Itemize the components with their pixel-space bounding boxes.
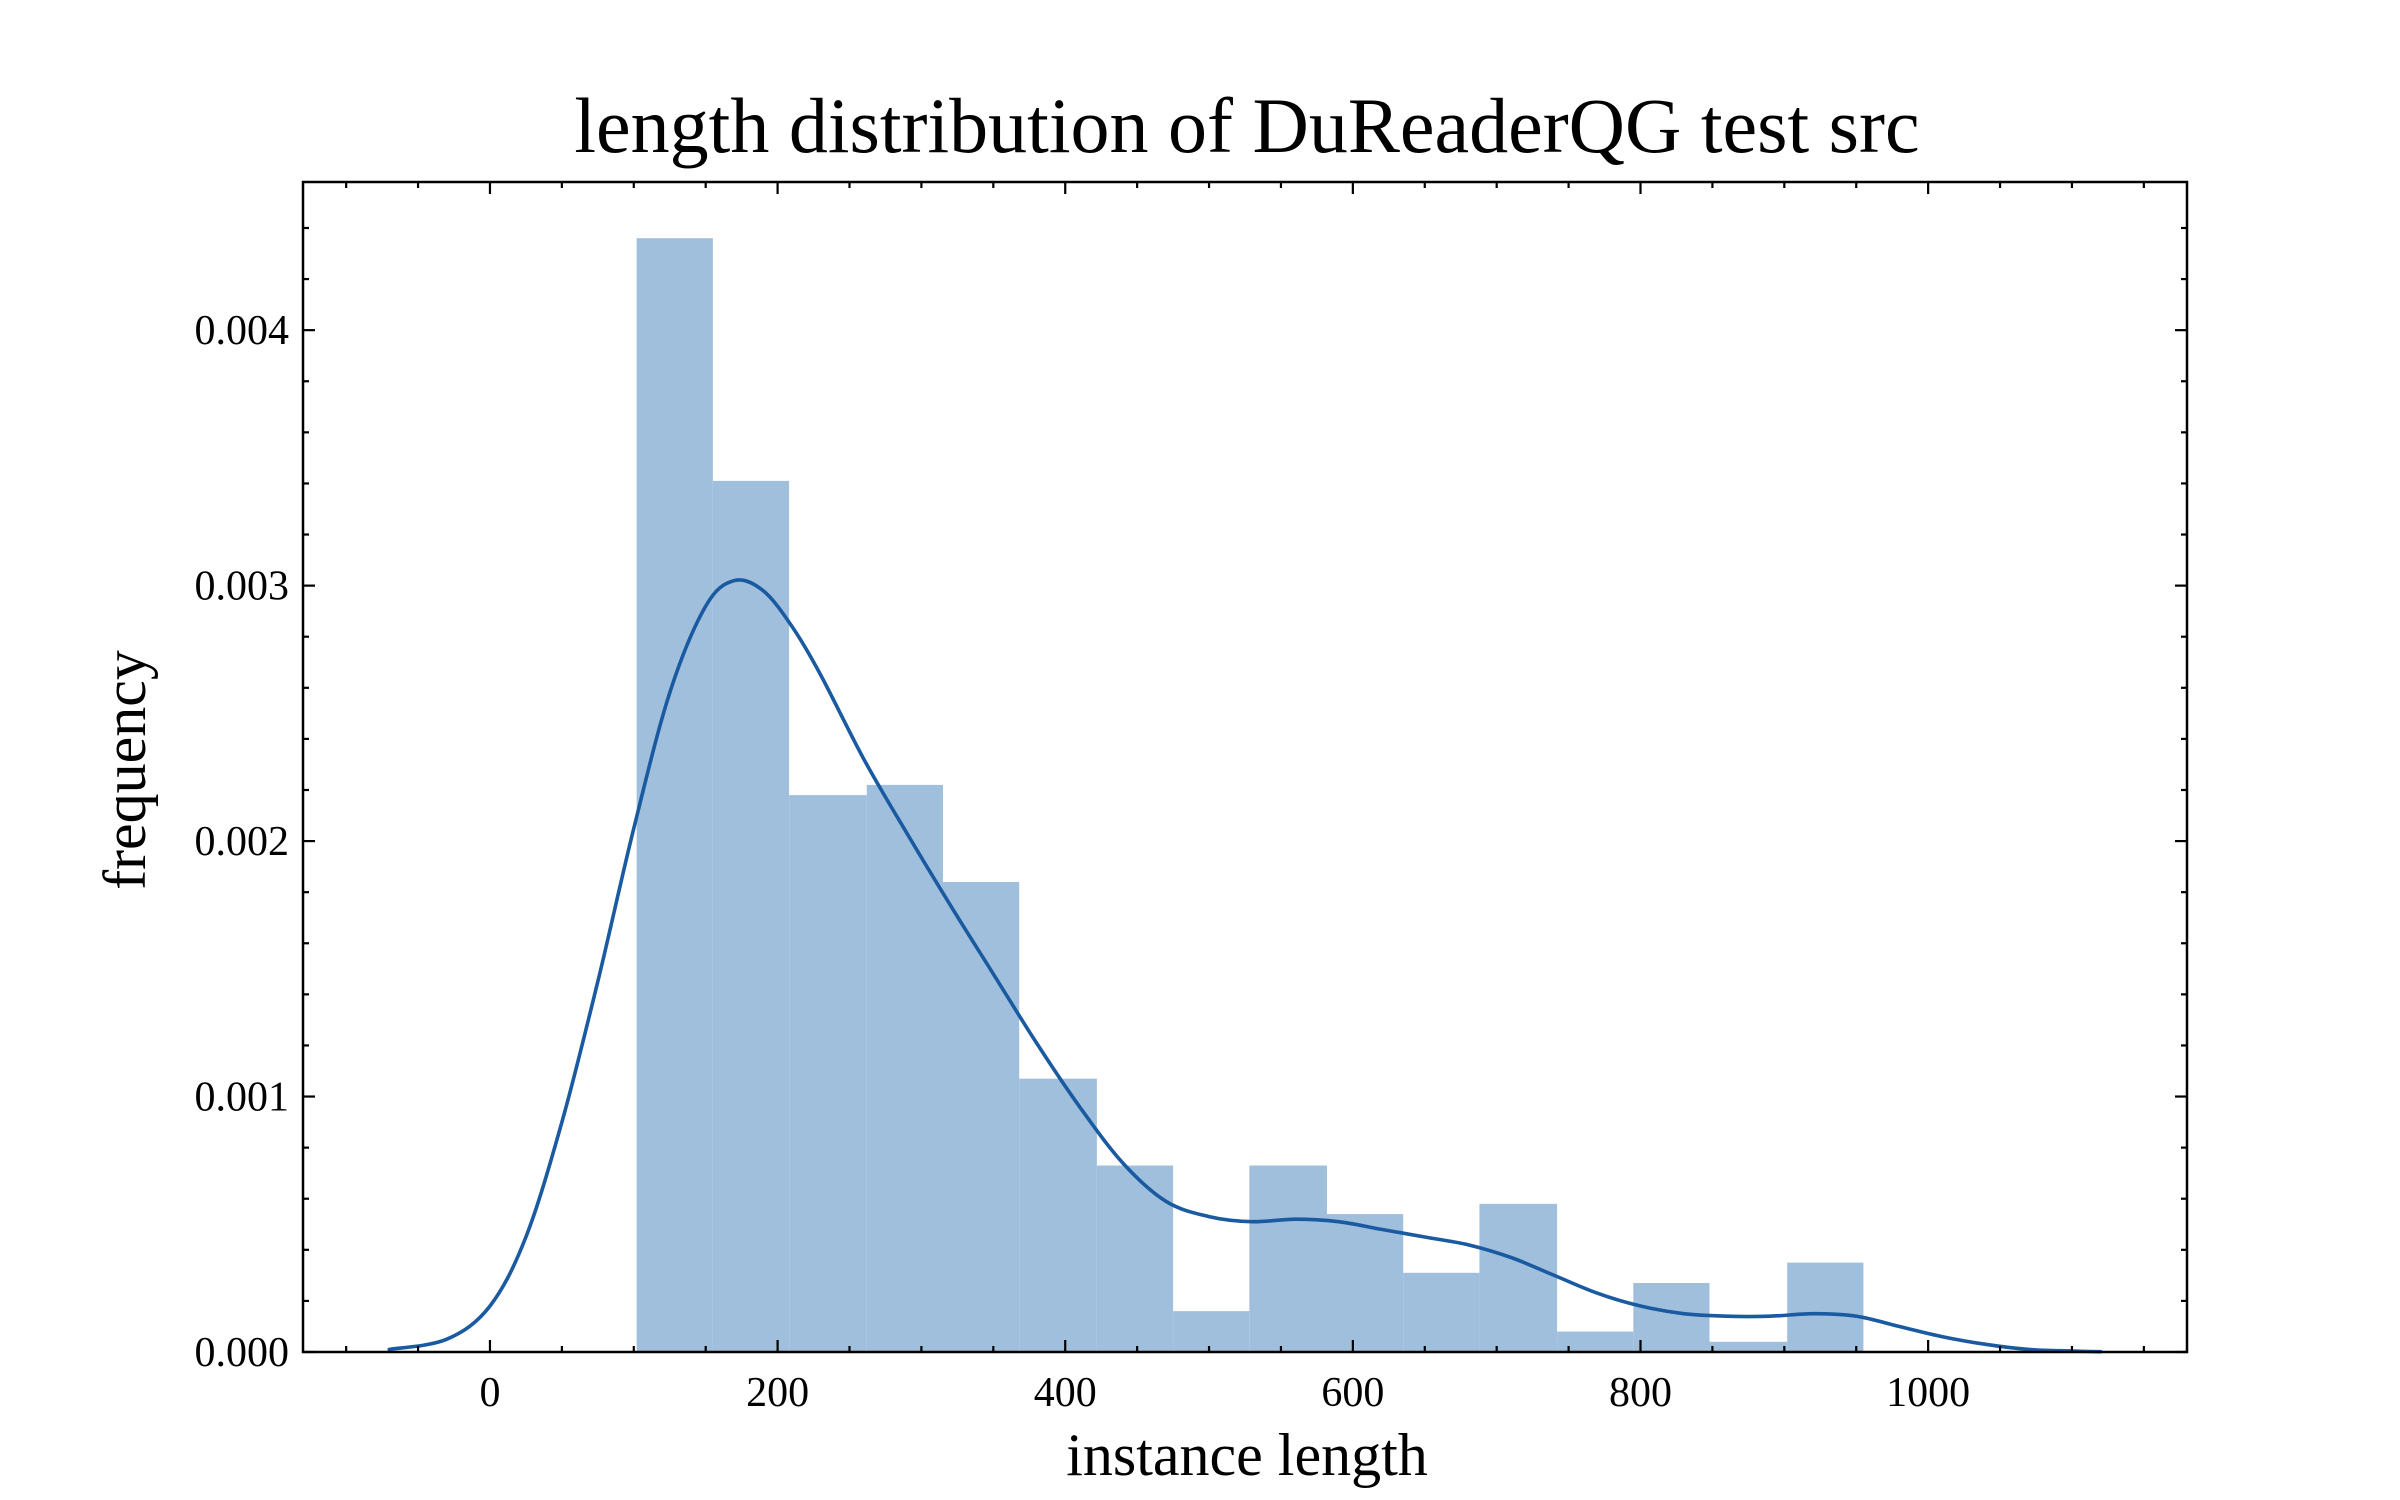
- histogram-bar-13: [1633, 1283, 1710, 1352]
- x-tick-label-5: 1000: [1886, 1370, 1970, 1416]
- histogram-bar-11: [1479, 1203, 1558, 1352]
- x-tick-label-1: 200: [746, 1370, 809, 1416]
- histogram-bar-12: [1557, 1331, 1634, 1352]
- histogram-bar-4: [942, 881, 1020, 1352]
- histogram-bar-0: [636, 238, 713, 1352]
- y-tick-label-0: 0.000: [195, 1330, 290, 1376]
- histogram-bar-5: [1019, 1078, 1097, 1352]
- axis-ticks: [303, 182, 2187, 1354]
- histogram-bar-14: [1709, 1341, 1788, 1352]
- histogram-bar-10: [1403, 1272, 1480, 1352]
- kde-curve: [387, 578, 2103, 1354]
- x-tick-label-3: 600: [1321, 1370, 1384, 1416]
- chart-title: length distribution of DuReaderQG test s…: [574, 82, 1919, 169]
- kde-curve-layer: [387, 578, 2103, 1354]
- x-tick-label-0: 0: [479, 1370, 500, 1416]
- histogram-bar-1: [712, 480, 790, 1352]
- histogram-bar-7: [1173, 1311, 1250, 1352]
- histogram-bar-6: [1096, 1165, 1174, 1352]
- y-tick-label-3: 0.003: [195, 564, 290, 610]
- x-tick-label-2: 400: [1034, 1370, 1097, 1416]
- histogram-bars: [636, 238, 1864, 1352]
- plot-frame: [301, 180, 2189, 1354]
- x-tick-labels: 0 200 400 600 800 1000: [479, 1370, 1970, 1416]
- histogram-bar-9: [1326, 1214, 1404, 1352]
- histogram-bar-2: [789, 795, 867, 1352]
- y-tick-label-2: 0.002: [195, 819, 290, 865]
- histogram-bar-8: [1249, 1165, 1327, 1352]
- y-tick-label-1: 0.001: [195, 1075, 290, 1121]
- x-axis-label: instance length: [1066, 1422, 1428, 1488]
- y-tick-label-4: 0.004: [195, 308, 290, 354]
- histogram-bar-3: [866, 784, 943, 1352]
- y-tick-labels: 0.000 0.001 0.002 0.003 0.004: [195, 308, 290, 1376]
- x-tick-label-4: 800: [1609, 1370, 1672, 1416]
- histogram-bar-15: [1787, 1262, 1864, 1352]
- y-axis-label: frequency: [92, 650, 158, 890]
